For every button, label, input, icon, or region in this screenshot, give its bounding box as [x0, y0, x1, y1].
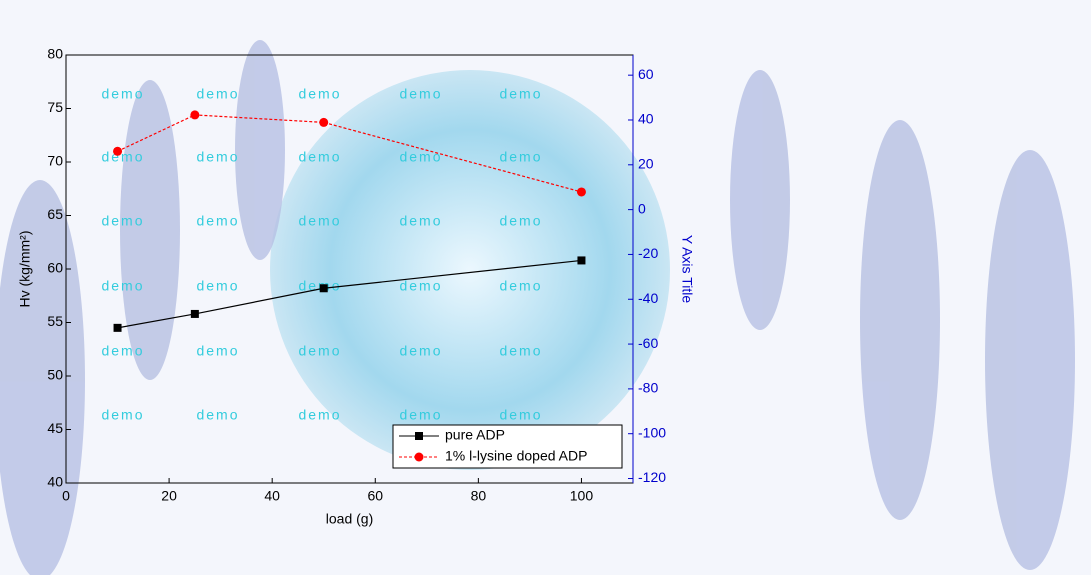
y2-tick-label: -40 [638, 290, 658, 306]
watermark: demo [101, 407, 144, 423]
watermark: demo [298, 86, 341, 102]
watermark: demo [499, 278, 542, 294]
y2-tick-label: -60 [638, 335, 658, 351]
watermark: demo [399, 407, 442, 423]
watermark: demo [101, 86, 144, 102]
marker [319, 118, 328, 127]
x-tick-label: 0 [62, 488, 70, 504]
marker [113, 147, 122, 156]
y-tick-label: 40 [47, 474, 63, 490]
x-tick-label: 80 [471, 488, 487, 504]
y2-tick-label: -120 [638, 469, 666, 485]
marker [191, 310, 199, 318]
watermark: demo [499, 86, 542, 102]
y2-tick-label: 40 [638, 111, 654, 127]
x-tick-label: 100 [570, 488, 594, 504]
watermark: demo [298, 343, 341, 359]
marker [577, 187, 586, 196]
y-tick-label: 60 [47, 260, 63, 276]
marker [114, 324, 122, 332]
watermark: demo [196, 213, 239, 229]
y-tick-label: 50 [47, 367, 63, 383]
y2-tick-label: -100 [638, 424, 666, 440]
x-axis-title: load (g) [326, 511, 373, 527]
watermark: demo [399, 86, 442, 102]
watermark: demo [101, 149, 144, 165]
y-tick-label: 70 [47, 153, 63, 169]
watermark: demo [499, 343, 542, 359]
x-tick-label: 60 [367, 488, 383, 504]
watermark: demo [196, 407, 239, 423]
watermark: demo [196, 86, 239, 102]
watermark: demo [298, 407, 341, 423]
x-tick-label: 40 [264, 488, 280, 504]
watermark: demo [101, 278, 144, 294]
marker [320, 284, 328, 292]
watermark: demo [196, 278, 239, 294]
watermark: demo [399, 149, 442, 165]
y2-axis-title: Y Axis Title [679, 235, 695, 303]
y2-tick-label: 20 [638, 156, 654, 172]
legend-label: pure ADP [445, 427, 505, 443]
y2-tick-label: -20 [638, 245, 658, 261]
y-tick-label: 45 [47, 420, 63, 436]
chart: demo demo demo demo demo demo demo demo demo demo… [0, 0, 1091, 575]
watermark: demo [298, 149, 341, 165]
y-tick-label: 65 [47, 206, 63, 222]
watermark: demo [196, 149, 239, 165]
legend-label: 1% l-lysine doped ADP [445, 448, 587, 464]
marker [190, 110, 199, 119]
y2-tick-label: 0 [638, 200, 646, 216]
y-tick-label: 55 [47, 313, 63, 329]
marker [577, 256, 585, 264]
y-tick-label: 75 [47, 99, 63, 115]
y-tick-label: 80 [47, 46, 63, 62]
watermark: demo [399, 343, 442, 359]
x-tick-label: 20 [161, 488, 177, 504]
watermark: demo [399, 213, 442, 229]
y-axis-title: Hv (kg/mm²) [17, 231, 33, 308]
y2-tick-label: 60 [638, 66, 654, 82]
legend-marker [415, 453, 424, 462]
watermark: demo [298, 213, 341, 229]
watermark: demo [499, 407, 542, 423]
watermark: demo [399, 278, 442, 294]
y2-tick-label: -80 [638, 380, 658, 396]
watermark: demo [499, 213, 542, 229]
watermark: demo [101, 343, 144, 359]
watermark: demo [499, 149, 542, 165]
watermark: demo [196, 343, 239, 359]
watermark: demo [101, 213, 144, 229]
legend-marker [415, 432, 423, 440]
